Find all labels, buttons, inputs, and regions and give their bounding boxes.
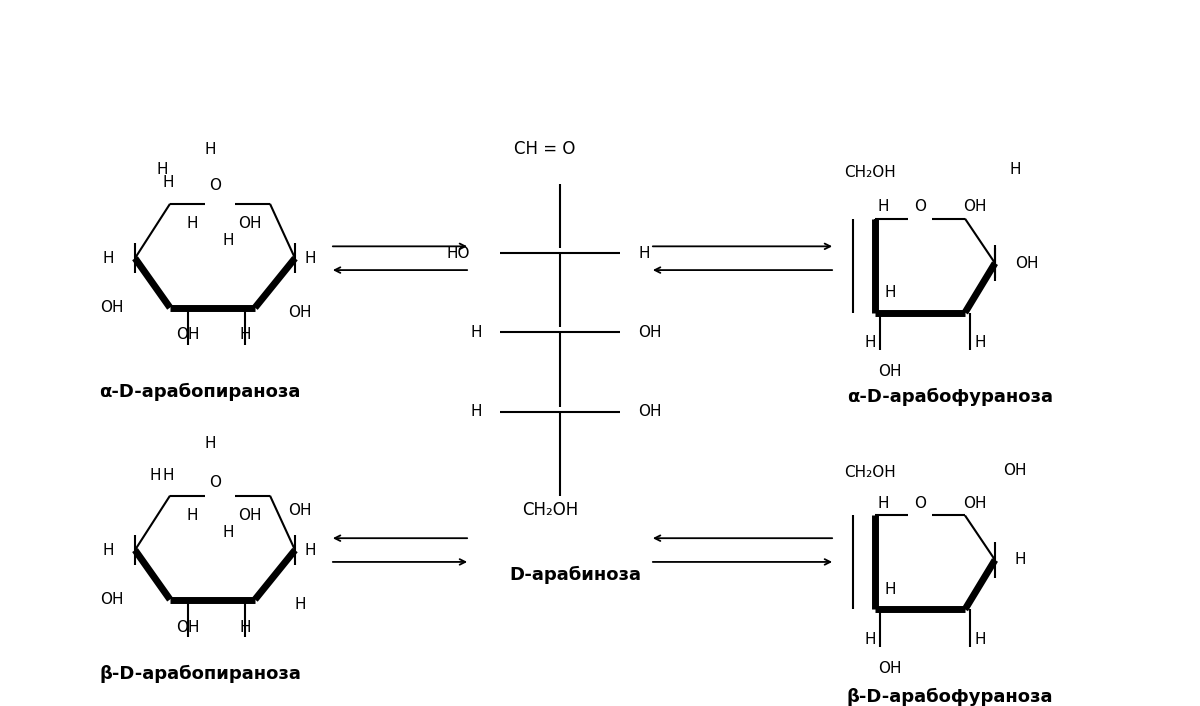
Text: H: H — [149, 468, 161, 484]
Text: H: H — [186, 216, 198, 231]
Text: H: H — [1015, 553, 1026, 568]
Text: HO: HO — [446, 246, 470, 261]
Text: H: H — [294, 597, 306, 612]
Text: H: H — [186, 508, 198, 523]
Text: H: H — [884, 582, 895, 597]
Text: D-арабиноза: D-арабиноза — [509, 566, 641, 584]
Text: H: H — [638, 246, 649, 261]
Text: H: H — [222, 233, 234, 248]
Text: β-D-арабофураноза: β-D-арабофураноза — [847, 688, 1054, 705]
Text: OH: OH — [101, 592, 124, 607]
Text: OH: OH — [101, 300, 124, 315]
Text: CH = O: CH = O — [515, 140, 576, 158]
Text: H: H — [974, 335, 985, 349]
Text: H: H — [156, 162, 168, 176]
Text: OH: OH — [1015, 256, 1038, 270]
Text: H: H — [102, 251, 114, 265]
Text: H: H — [239, 620, 251, 635]
Text: H: H — [222, 525, 234, 540]
Text: OH: OH — [638, 404, 661, 419]
Text: OH: OH — [638, 325, 661, 340]
Text: α-D-арабофураноза: α-D-арабофураноза — [847, 388, 1054, 406]
Text: OH: OH — [964, 199, 986, 214]
Text: H: H — [1009, 162, 1021, 176]
Text: α-D-арабопираноза: α-D-арабопираноза — [100, 383, 301, 401]
Text: OH: OH — [878, 662, 901, 676]
Text: H: H — [162, 468, 174, 484]
Text: O: O — [914, 496, 926, 511]
Text: OH: OH — [1003, 463, 1027, 479]
Text: OH: OH — [288, 503, 312, 518]
Text: H: H — [204, 436, 216, 450]
Text: OH: OH — [239, 216, 262, 231]
Text: H: H — [305, 543, 316, 558]
Text: H: H — [877, 496, 889, 511]
Text: H: H — [884, 285, 895, 300]
Text: H: H — [864, 335, 876, 349]
Text: CH₂OH: CH₂OH — [844, 164, 896, 179]
Text: H: H — [470, 325, 482, 340]
Text: H: H — [162, 174, 174, 189]
Text: H: H — [204, 142, 216, 157]
Text: OH: OH — [176, 327, 199, 342]
Text: H: H — [864, 632, 876, 647]
Text: OH: OH — [176, 620, 199, 635]
Text: H: H — [239, 327, 251, 342]
Text: CH₂OH: CH₂OH — [844, 465, 896, 480]
Text: O: O — [209, 179, 221, 193]
Text: H: H — [974, 632, 985, 647]
Text: H: H — [877, 199, 889, 214]
Text: H: H — [102, 543, 114, 558]
Text: OH: OH — [239, 508, 262, 523]
Text: H: H — [470, 404, 482, 419]
Text: OH: OH — [878, 364, 901, 380]
Text: H: H — [305, 251, 316, 265]
Text: OH: OH — [288, 305, 312, 320]
Text: β-D-арабопираноза: β-D-арабопираноза — [100, 664, 301, 683]
Text: O: O — [209, 475, 221, 490]
Text: CH₂OH: CH₂OH — [522, 501, 578, 520]
Text: O: O — [914, 199, 926, 214]
Text: OH: OH — [964, 496, 986, 511]
